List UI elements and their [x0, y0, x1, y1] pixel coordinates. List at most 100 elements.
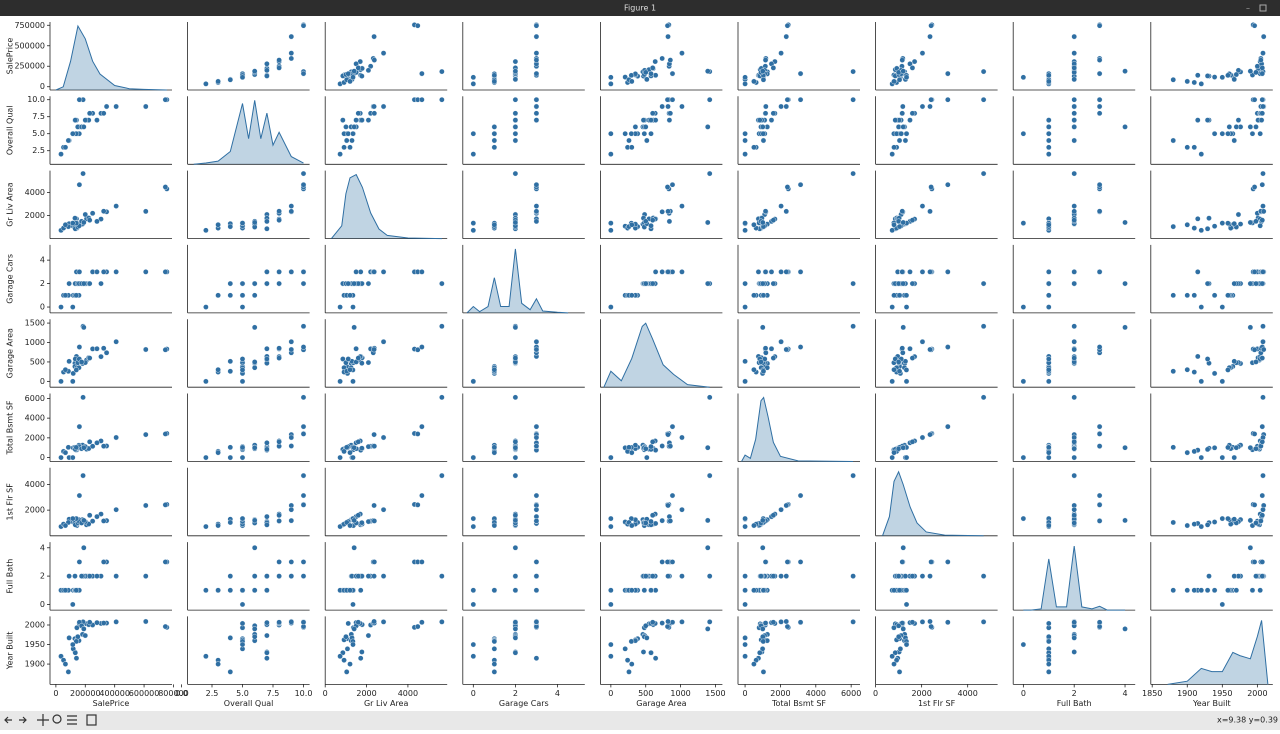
- scatter-point: [347, 292, 353, 299]
- scatter-point: [62, 661, 69, 667]
- forward-button[interactable]: [19, 716, 27, 724]
- scatter-point: [850, 170, 856, 177]
- scatter-point: [980, 573, 987, 579]
- scatter-point: [288, 269, 295, 275]
- scatter-point: [659, 103, 665, 110]
- scatter-point: [264, 61, 270, 67]
- scatter-point: [899, 269, 906, 275]
- scatter-point: [288, 506, 295, 513]
- scatter-point: [945, 344, 951, 350]
- back-button[interactable]: [4, 716, 12, 724]
- scatter-point: [288, 50, 295, 56]
- scatter-point: [1045, 454, 1052, 461]
- scatter-point: [1260, 103, 1266, 110]
- scatter-point: [1225, 220, 1231, 226]
- scatter-point: [664, 22, 671, 29]
- scatter-point: [1219, 130, 1226, 137]
- scatter-point: [770, 280, 777, 287]
- scatter-point: [608, 641, 614, 648]
- scatter-point: [770, 512, 777, 519]
- scatter-point: [742, 74, 748, 81]
- scatter-point: [414, 623, 421, 630]
- scatter-point: [94, 345, 100, 352]
- y-tick-label: 1950: [25, 640, 45, 649]
- scatter-point: [288, 346, 295, 353]
- scatter-point: [351, 68, 357, 74]
- scatter-point: [900, 124, 907, 130]
- kde-fill: [55, 26, 167, 90]
- maximize-button[interactable]: [1259, 4, 1267, 12]
- scatter-point: [756, 117, 763, 123]
- x-axis-label: SalePrice: [93, 699, 130, 708]
- scatter-point: [533, 559, 540, 565]
- save-button[interactable]: [86, 714, 97, 726]
- scatter-point: [903, 378, 910, 385]
- scatter-point: [264, 73, 270, 79]
- scatter-point: [1191, 448, 1198, 455]
- scatter-point: [628, 78, 635, 85]
- scatter-point: [1045, 522, 1052, 529]
- kde-line: [1167, 620, 1269, 685]
- scatter-point: [94, 619, 100, 626]
- scatter-point: [66, 280, 72, 287]
- scatter-point: [340, 117, 346, 123]
- scatter-point: [1253, 69, 1259, 76]
- scatter-point: [239, 280, 246, 287]
- scatter-point: [742, 220, 748, 226]
- scatter-point: [642, 573, 649, 579]
- scatter-point: [1247, 544, 1254, 551]
- scatter-point: [414, 431, 421, 437]
- scatter-point: [919, 434, 926, 441]
- scatter-point: [1253, 573, 1259, 579]
- scatter-point: [1096, 619, 1103, 626]
- x-axis-label: Total Bsmt SF: [771, 699, 826, 708]
- scatter-point: [69, 304, 76, 310]
- scatter-point: [300, 170, 307, 177]
- kde-line: [603, 322, 710, 388]
- scatter-point: [945, 423, 951, 430]
- kde-fill: [193, 100, 304, 165]
- scatter-point: [113, 103, 119, 110]
- scatter-point: [1258, 117, 1265, 123]
- scatter-point: [341, 448, 347, 455]
- scatter-point: [439, 394, 445, 401]
- scatter-point: [642, 622, 649, 629]
- scatter-point: [533, 33, 540, 40]
- scatter-point: [62, 522, 69, 529]
- scatter-point: [669, 181, 676, 188]
- scatter-point: [642, 69, 649, 76]
- y-tick-label: 10.0: [27, 95, 45, 104]
- scatter-point: [760, 137, 767, 144]
- scatter-point: [371, 33, 377, 40]
- scatter-point: [1233, 124, 1240, 130]
- configure-button[interactable]: [67, 715, 77, 725]
- scatter-point: [778, 203, 784, 209]
- scatter-point: [1071, 269, 1077, 275]
- zoom-button[interactable]: [52, 714, 62, 724]
- scatter-point: [419, 492, 425, 499]
- scatter-point: [1071, 355, 1077, 361]
- scatter-point: [706, 170, 713, 177]
- scatter-point: [762, 345, 769, 352]
- kde-fill: [331, 174, 442, 239]
- scatter-point: [927, 103, 933, 110]
- minimize-button[interactable]: –: [1246, 4, 1250, 13]
- scatter-point: [1191, 225, 1198, 231]
- scatter-point: [759, 68, 766, 74]
- scatter-point: [419, 96, 425, 103]
- scatter-point: [1071, 203, 1077, 209]
- scatter-point: [491, 522, 498, 529]
- scatter-point: [344, 646, 351, 652]
- x-tick-label: 2000: [770, 689, 790, 698]
- scatter-point: [533, 22, 540, 29]
- scatter-point: [1071, 76, 1077, 83]
- scatter-point: [227, 444, 234, 451]
- scatter-point: [343, 137, 350, 144]
- pan-button[interactable]: [37, 714, 49, 726]
- scatter-point: [1045, 633, 1052, 640]
- scatter-point: [907, 61, 913, 67]
- scatter-point: [66, 573, 72, 579]
- scatter-point: [1219, 515, 1226, 522]
- scatter-point: [533, 203, 540, 209]
- scatter-point: [608, 523, 614, 530]
